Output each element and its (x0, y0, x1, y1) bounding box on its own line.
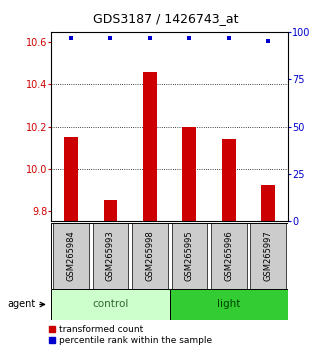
Bar (251, 223, 286, 289)
Bar (64, 137, 78, 221)
Point (108, 35, 113, 40)
Point (226, 35, 231, 40)
Bar (211, 223, 247, 289)
Point (147, 35, 153, 40)
Text: GSM265997: GSM265997 (264, 230, 273, 281)
Legend: transformed count, percentile rank within the sample: transformed count, percentile rank withi… (49, 325, 212, 345)
Bar (182, 127, 196, 221)
Text: light: light (217, 299, 241, 309)
Text: agent: agent (8, 299, 36, 309)
Bar (169, 289, 288, 320)
Text: control: control (92, 299, 129, 309)
Bar (93, 223, 128, 289)
Text: GDS3187 / 1426743_at: GDS3187 / 1426743_at (93, 12, 238, 25)
Bar (143, 72, 157, 221)
Bar (51, 289, 169, 320)
Bar (222, 139, 236, 221)
Text: GSM265996: GSM265996 (224, 230, 233, 281)
Text: GSM265995: GSM265995 (185, 230, 194, 281)
Bar (132, 223, 168, 289)
Bar (53, 223, 89, 289)
Point (265, 39, 271, 44)
Bar (171, 223, 207, 289)
Bar (104, 200, 118, 221)
Text: GSM265984: GSM265984 (67, 230, 75, 281)
Point (69, 35, 74, 40)
Point (187, 35, 192, 40)
Text: GSM265998: GSM265998 (145, 230, 155, 281)
Text: GSM265993: GSM265993 (106, 230, 115, 281)
Bar (261, 185, 275, 221)
